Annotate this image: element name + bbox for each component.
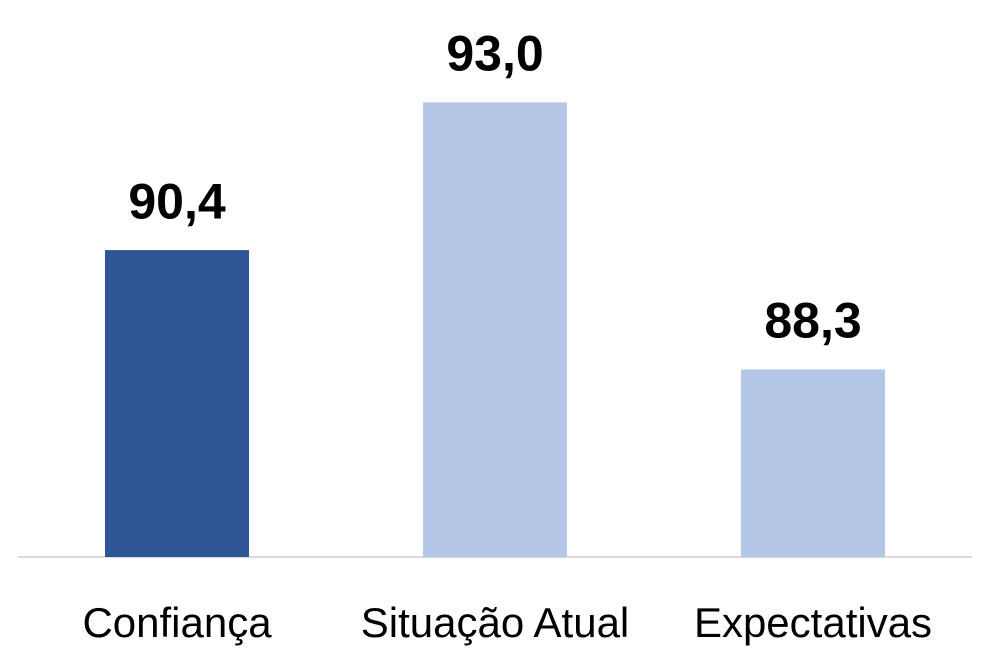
value-label: 90,4: [128, 173, 226, 229]
value-label: 93,0: [446, 26, 543, 82]
x-tick-label: Expectativas: [694, 599, 932, 646]
bar: [740, 369, 886, 557]
bar: [104, 250, 250, 557]
bar: [422, 102, 568, 557]
x-tick-label: Confiança: [82, 599, 272, 646]
value-label: 88,3: [764, 293, 861, 349]
x-tick-label: Situação Atual: [361, 599, 630, 646]
